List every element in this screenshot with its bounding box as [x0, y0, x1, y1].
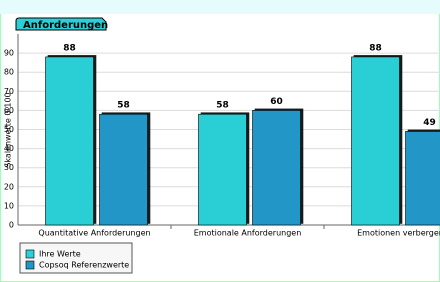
y-tick-label: 60: [4, 106, 14, 115]
bar: [45, 56, 94, 226]
x-tick-label: Emotionale Anforderungen: [194, 229, 302, 238]
header-strip: [0, 0, 440, 14]
legend-label: Copsoq Referenzwerte: [39, 261, 129, 270]
legend-swatch: [25, 249, 35, 259]
value-label: 49: [423, 118, 436, 128]
value-label: 58: [117, 101, 130, 111]
chart-title: Anforderungen: [23, 20, 108, 31]
y-tick-label: 0: [9, 221, 14, 230]
bar: [252, 110, 301, 226]
bar: [99, 113, 148, 226]
y-tick-label: 90: [4, 49, 14, 58]
y-tick-label: 20: [4, 182, 14, 191]
bar: [405, 131, 440, 226]
bar: [351, 56, 400, 226]
title-tab: [15, 17, 107, 31]
value-label: 58: [216, 101, 229, 111]
x-tick-label: Quantitative Anforderungen: [38, 229, 150, 238]
x-tick-label: Emotionen verbergen: [357, 229, 440, 238]
legend: [19, 242, 133, 274]
y-axis-label: Skalenwerte 0-100: [4, 92, 13, 167]
legend-label: Ihre Werte: [39, 250, 81, 259]
y-tick-label: 10: [4, 201, 14, 210]
y-tick-label: 50: [4, 125, 14, 134]
bar: [198, 113, 247, 226]
value-label: 60: [270, 97, 283, 107]
y-tick-label: 40: [4, 144, 14, 153]
value-label: 88: [63, 43, 76, 53]
value-label: 88: [369, 43, 382, 53]
legend-swatch: [25, 260, 35, 270]
y-tick-label: 80: [4, 68, 14, 77]
y-tick-label: 70: [4, 87, 14, 96]
y-tick-label: 30: [4, 163, 14, 172]
